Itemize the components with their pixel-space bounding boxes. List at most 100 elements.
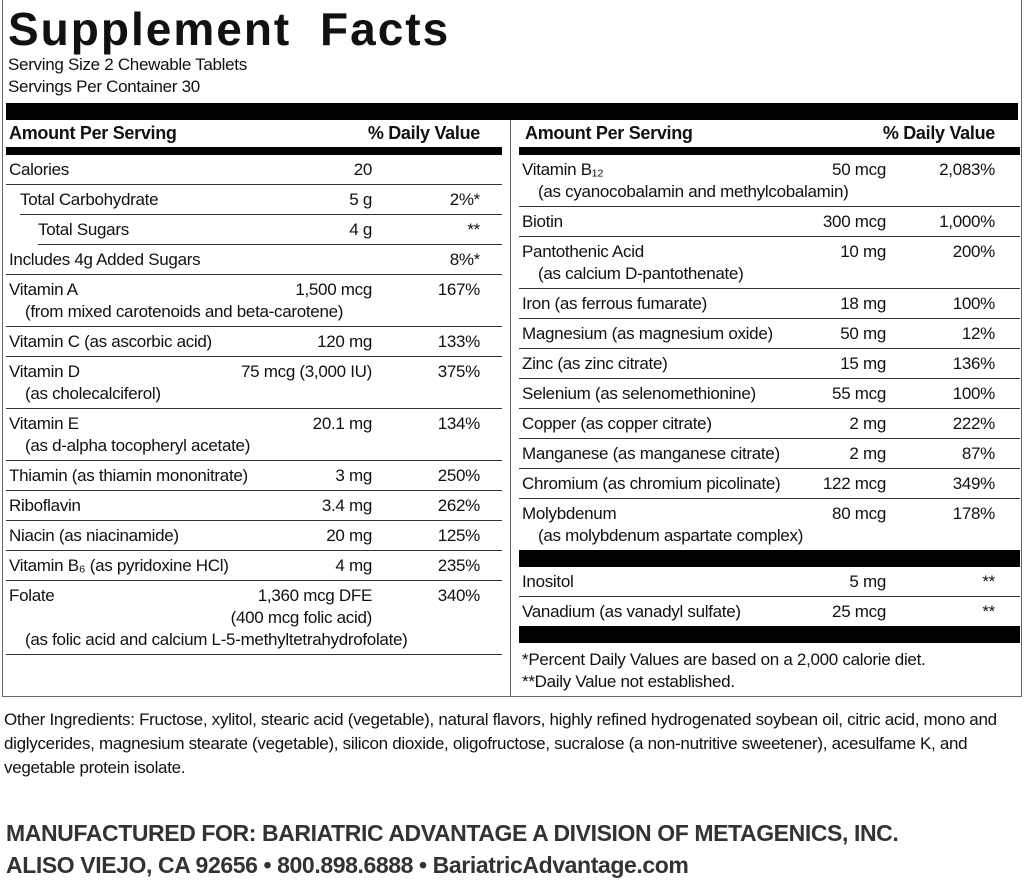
- facts-box: [2, 0, 1022, 697]
- nutrient-name: Molybdenum: [522, 504, 617, 523]
- daily-value: 235%: [437, 556, 481, 575]
- nutrient-row: Vitamin B₁₂ 50 mcg 2,083% (as cyanocobalami…: [519, 155, 1020, 207]
- nutrient-name: Riboflavin: [9, 496, 81, 515]
- column-header: Amount Per Serving % Daily Value: [511, 120, 1020, 147]
- amount: 10 mg: [840, 242, 886, 261]
- nutrient-row: Folate 1,360 mcg DFE 340% (400 mcg folic ac…: [6, 581, 502, 655]
- header-bar: [6, 147, 502, 155]
- amount: 75 mcg (3,000 IU): [241, 362, 372, 381]
- nutrient-name: Total Carbohydrate: [20, 190, 159, 209]
- nutrient-note: (as cyanocobalamin and methylcobalamin): [538, 182, 849, 201]
- footnote: **Daily Value not established.: [522, 672, 735, 691]
- amount: 1,500 mcg: [295, 280, 372, 299]
- amount: 3.4 mg: [321, 496, 372, 515]
- section-bar: [519, 626, 1020, 643]
- nutrient-note: (from mixed carotenoids and beta-caroten…: [25, 302, 344, 321]
- nutrient-name: Vitamin C (as ascorbic acid): [9, 332, 212, 351]
- daily-value: 87%: [961, 444, 995, 463]
- nutrient-row: Vitamin C (as ascorbic acid) 120 mg 133%: [6, 327, 502, 357]
- amount: 5 g: [349, 190, 372, 209]
- nutrient-row: Vitamin B₆ (as pyridoxine HCl) 4 mg 235%: [6, 551, 502, 581]
- amount: 50 mcg: [832, 160, 886, 179]
- daily-value: 2%*: [449, 190, 481, 209]
- daily-value: 200%: [952, 242, 996, 261]
- nutrient-note: (as calcium D-pantothenate): [538, 264, 744, 283]
- daily-value: 167%: [437, 280, 481, 299]
- thick-bar: [6, 103, 1018, 120]
- amount: 4 mg: [335, 556, 372, 575]
- left-column: Amount Per Serving % Daily Value Calories 2…: [6, 120, 502, 655]
- other-ingredients: Other Ingredients: Fructose, xylitol, st…: [4, 710, 997, 777]
- amount: 20: [353, 160, 373, 179]
- amount: 2 mg: [849, 444, 886, 463]
- nutrient-name: Chromium (as chromium picolinate): [522, 474, 781, 493]
- section-bar: [519, 550, 1020, 567]
- daily-value: 12%: [961, 324, 995, 343]
- nutrient-row: Zinc (as zinc citrate) 15 mg 136%: [519, 349, 1020, 379]
- daily-value: 100%: [952, 384, 996, 403]
- daily-value: 1,000%: [939, 212, 995, 231]
- nutrient-row: Calories 20: [6, 155, 502, 185]
- nutrient-row: Includes 4g Added Sugars 8%*: [6, 245, 502, 275]
- nutrient-name: Vitamin D: [9, 362, 80, 381]
- daily-value: 375%: [437, 362, 481, 381]
- footnotes: *Percent Daily Values are based on a 2,0…: [519, 643, 1020, 693]
- nutrient-name: Thiamin (as thiamin mononitrate): [9, 466, 248, 485]
- nutrient-row: Selenium (as selenomethionine) 55 mcg 100%: [519, 379, 1020, 409]
- nutrient-row: Vitamin E 20.1 mg 134% (as d-alpha tocopher…: [6, 409, 502, 461]
- daily-value: 222%: [952, 414, 996, 433]
- daily-value: 134%: [437, 414, 481, 433]
- amount: 18 mg: [840, 294, 886, 313]
- amount: 25 mcg: [832, 602, 886, 621]
- nutrient-row: Total Carbohydrate 5 g 2%*: [20, 185, 502, 215]
- manufacturer-address: ALISO VIEJO, CA 92656 • 800.898.6888 • B…: [6, 852, 689, 878]
- nutrient-row: Biotin 300 mcg 1,000%: [519, 207, 1020, 237]
- amount: 300 mcg: [822, 212, 886, 231]
- nutrient-name: Includes 4g Added Sugars: [9, 250, 201, 269]
- nutrient-note: (as d-alpha tocopheryl acetate): [25, 436, 251, 455]
- nutrient-name: Iron (as ferrous fumarate): [522, 294, 707, 313]
- nutrient-row: Magnesium (as magnesium oxide) 50 mg 12%: [519, 319, 1020, 349]
- daily-value: **: [467, 220, 480, 239]
- header-bar: [519, 147, 1020, 155]
- nutrient-name: Vitamin B₁₂: [522, 160, 604, 179]
- nutrient-name: Vitamin B₆ (as pyridoxine HCl): [9, 556, 229, 575]
- nutrient-name: Total Sugars: [38, 220, 129, 239]
- amount: 80 mcg: [832, 504, 886, 523]
- amount: 20.1 mg: [312, 414, 373, 433]
- right-column: Amount Per Serving % Daily Value Vitamin B…: [510, 120, 1020, 696]
- nutrient-name: Niacin (as niacinamide): [9, 526, 179, 545]
- serving-size: Serving Size 2 Chewable Tablets: [8, 55, 247, 74]
- nutrient-name: Magnesium (as magnesium oxide): [522, 324, 773, 343]
- amount: 50 mg: [840, 324, 886, 343]
- nutrient-name: Pantothenic Acid: [522, 242, 644, 261]
- daily-value: 8%*: [449, 250, 481, 269]
- amount-note: (400 mcg folic acid): [230, 608, 373, 627]
- nutrient-row: Vitamin A 1,500 mcg 167% (from mixed carote…: [6, 275, 502, 327]
- amount: 2 mg: [849, 414, 886, 433]
- nutrient-name: Calories: [9, 160, 69, 179]
- nutrient-name: Vitamin A: [9, 280, 78, 299]
- header-daily-value: % Daily Value: [882, 123, 995, 143]
- nutrient-name: Manganese (as manganese citrate): [522, 444, 780, 463]
- amount: 20 mg: [326, 526, 372, 545]
- amount: 122 mcg: [822, 474, 886, 493]
- daily-value: **: [982, 572, 995, 591]
- nutrient-row: Thiamin (as thiamin mononitrate) 3 mg 250%: [6, 461, 502, 491]
- daily-value: 133%: [437, 332, 481, 351]
- nutrient-name: Zinc (as zinc citrate): [522, 354, 668, 373]
- daily-value: 125%: [437, 526, 481, 545]
- title: Supplement Facts: [8, 3, 451, 55]
- column-header: Amount Per Serving % Daily Value: [6, 120, 502, 147]
- daily-value: 349%: [952, 474, 996, 493]
- nutrient-row: Pantothenic Acid 10 mg 200% (as calcium D-p…: [519, 237, 1020, 289]
- nutrient-row: Vitamin D 75 mcg (3,000 IU) 375% (as cholec…: [6, 357, 502, 409]
- nutrient-row: Niacin (as niacinamide) 20 mg 125%: [6, 521, 502, 551]
- nutrient-name: Copper (as copper citrate): [522, 414, 712, 433]
- amount: 15 mg: [840, 354, 886, 373]
- nutrient-name: Inositol: [522, 572, 574, 591]
- amount: 5 mg: [849, 572, 886, 591]
- daily-value: 100%: [952, 294, 996, 313]
- daily-value: 136%: [952, 354, 996, 373]
